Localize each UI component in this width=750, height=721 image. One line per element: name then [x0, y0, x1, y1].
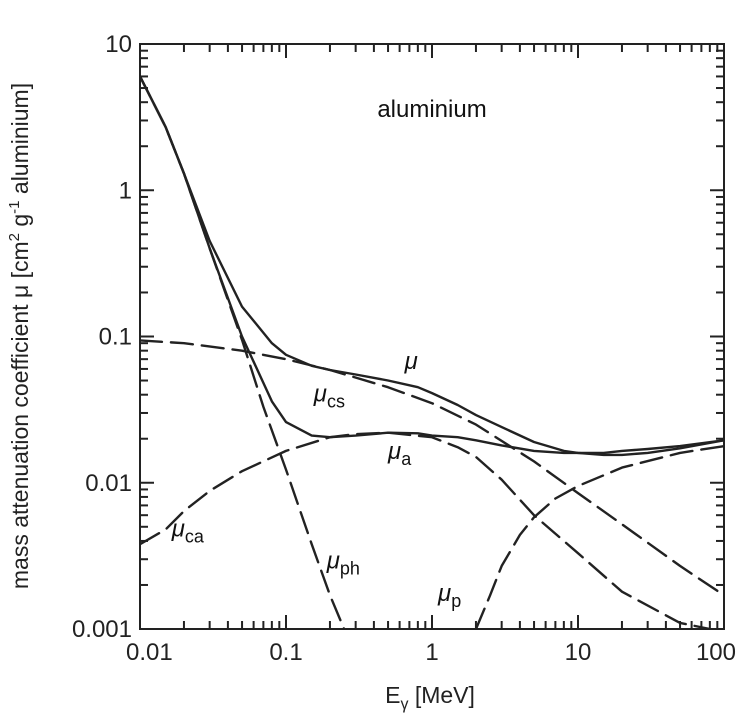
curve-muca	[140, 431, 712, 629]
material-annotation: aluminium	[377, 96, 486, 123]
curve-label-total: μ	[404, 348, 418, 375]
y-tick-label: 10	[105, 31, 132, 58]
x-tick-label: 100	[696, 639, 736, 666]
x-tick-label: 1	[425, 639, 438, 666]
x-tick-label: 0.01	[126, 639, 173, 666]
curve-muph	[140, 75, 346, 629]
curve-label-cs: μcs	[313, 380, 345, 411]
curve-label-ph: μph	[326, 547, 360, 578]
curve-label-a: μa	[387, 438, 412, 469]
y-tick-label: 0.1	[99, 324, 132, 351]
plot-frame	[139, 43, 725, 630]
curve-labels: μ μcs μa μca μph μp	[171, 348, 461, 611]
curve-mu	[140, 75, 724, 457]
curve-mua	[140, 75, 724, 455]
y-tick-label: 0.001	[72, 616, 132, 643]
curve-mucs	[140, 339, 724, 597]
y-axis-title: mass attenuation coefficient μ [cm2 g-1 …	[6, 83, 33, 589]
axis-ticks	[139, 43, 725, 630]
series-curves	[140, 75, 724, 629]
x-axis-title: Eγ [MeV]	[385, 682, 475, 713]
y-tick-label: 0.01	[85, 470, 132, 497]
x-tick-label: 10	[565, 639, 592, 666]
x-tick-label: 0.1	[269, 639, 302, 666]
curve-label-ca: μca	[171, 515, 205, 546]
curve-mup	[474, 444, 724, 629]
curve-label-p: μp	[437, 580, 461, 611]
y-tick-label: 1	[119, 177, 132, 204]
